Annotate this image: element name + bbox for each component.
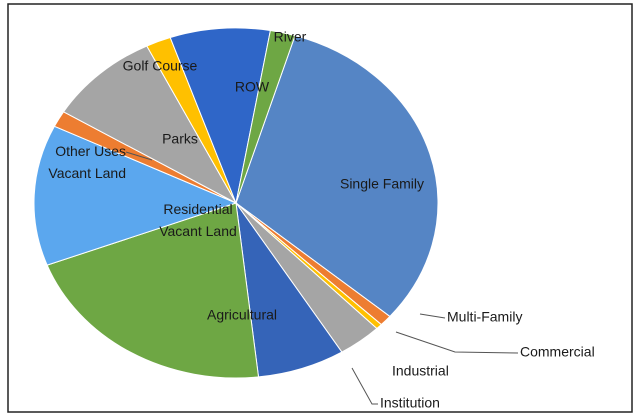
slice-label: Agricultural [207, 307, 277, 323]
slice-label: Single Family [340, 176, 424, 192]
pie [33, 27, 439, 379]
slice-label: Parks [162, 131, 198, 147]
slice-label: Residential Vacant Land [159, 201, 237, 239]
label-line: Vacant Land [48, 165, 126, 181]
slice-label: River [274, 29, 307, 45]
labels: Single Family Multi-Family Commercial Indus… [48, 29, 594, 411]
slice-label: ROW [235, 79, 270, 95]
pie-slice [62, 45, 238, 205]
slice-label: Commercial [520, 344, 595, 360]
pie-slice [235, 29, 296, 204]
label-line: Residential [163, 201, 232, 217]
leader-line [419, 313, 446, 319]
slice-label: Institution [380, 395, 440, 411]
slice-label: Golf Course [123, 58, 198, 74]
pie-slice [235, 35, 439, 318]
slice-label: Other Uses Vacant Land [48, 143, 126, 181]
leader-line [125, 151, 153, 161]
pie-slice [46, 202, 260, 379]
label-line: Vacant Land [159, 223, 237, 239]
pie-slice [169, 27, 271, 205]
slice-label: Multi-Family [447, 309, 522, 325]
pie-slice [33, 125, 238, 266]
slice-label: Industrial [392, 363, 449, 379]
label-line: Other Uses [55, 143, 126, 159]
leader-line [395, 331, 519, 354]
leader-line [351, 367, 378, 405]
